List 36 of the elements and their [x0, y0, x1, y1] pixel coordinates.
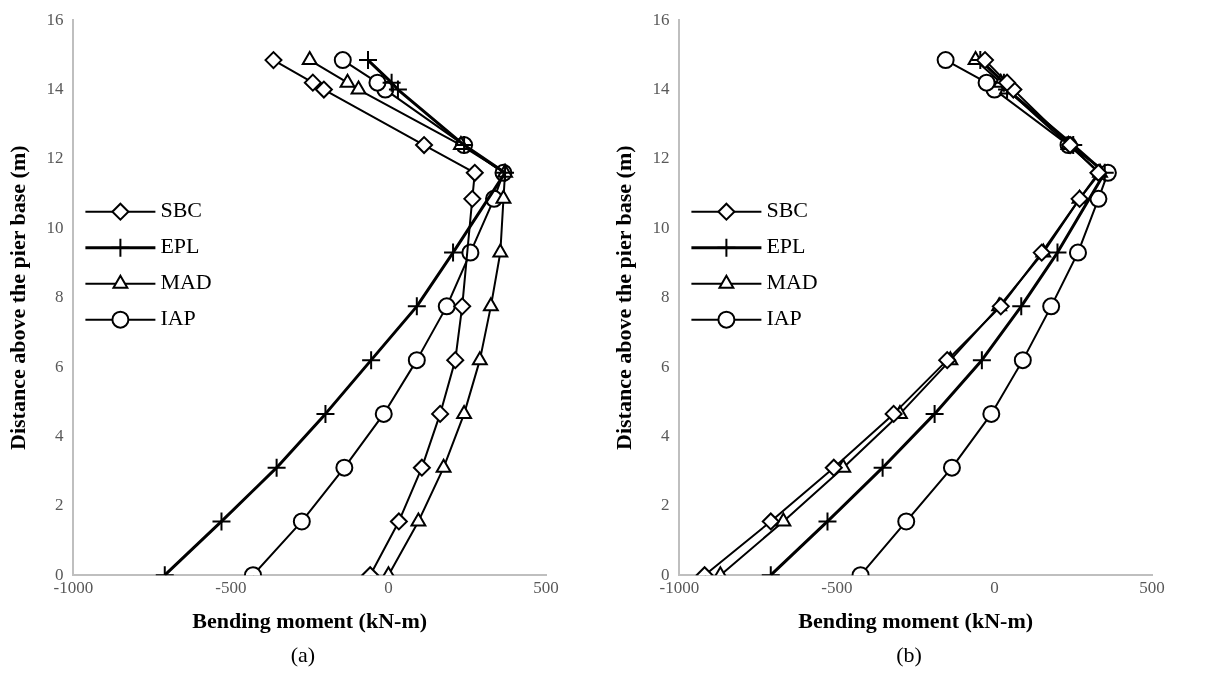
y-tick-label: 16 [652, 9, 670, 29]
x-tick-label: -500 [821, 577, 853, 597]
y-tick-label: 12 [652, 148, 670, 168]
x-tick-label: 500 [1139, 577, 1165, 597]
legend-label: EPL [766, 233, 806, 259]
legend-label: IAP [160, 305, 196, 331]
y-tick-label: 6 [660, 356, 670, 376]
legend-label: SBC [160, 197, 202, 223]
y-tick-label: 4 [660, 425, 670, 445]
y-tick-label: 4 [54, 425, 64, 445]
y-tick-label: 6 [54, 356, 64, 376]
x-axis-title: Bending moment (kN-m) [192, 608, 428, 634]
x-tick-label: -500 [215, 577, 247, 597]
y-tick-label: 2 [660, 495, 670, 515]
x-tick-label: 0 [384, 577, 393, 597]
text: (a) [289, 641, 317, 669]
y-tick-label: 2 [54, 495, 64, 515]
legend-label: EPL [160, 233, 200, 259]
y-axis-title: Distance above the pier base (m) [4, 145, 30, 450]
y-tick-label: 8 [54, 287, 64, 307]
y-axis-title: Distance above the pier base (m) [610, 145, 636, 450]
y-tick-label: 8 [660, 287, 670, 307]
x-axis-title: Bending moment (kN-m) [798, 608, 1034, 634]
legend-label: SBC [766, 197, 808, 223]
y-tick-label: 14 [652, 79, 670, 99]
legend-label: IAP [766, 305, 802, 331]
text: (b) [895, 641, 923, 669]
legend-label: MAD [766, 269, 818, 295]
y-tick-label: 10 [652, 217, 670, 237]
x-tick-label: 0 [990, 577, 999, 597]
y-tick-label: 14 [46, 79, 64, 99]
y-tick-label: 10 [46, 217, 64, 237]
legend-label: MAD [160, 269, 212, 295]
y-tick-label: 12 [46, 148, 64, 168]
y-tick-label: 16 [46, 9, 64, 29]
x-tick-label: 500 [533, 577, 559, 597]
